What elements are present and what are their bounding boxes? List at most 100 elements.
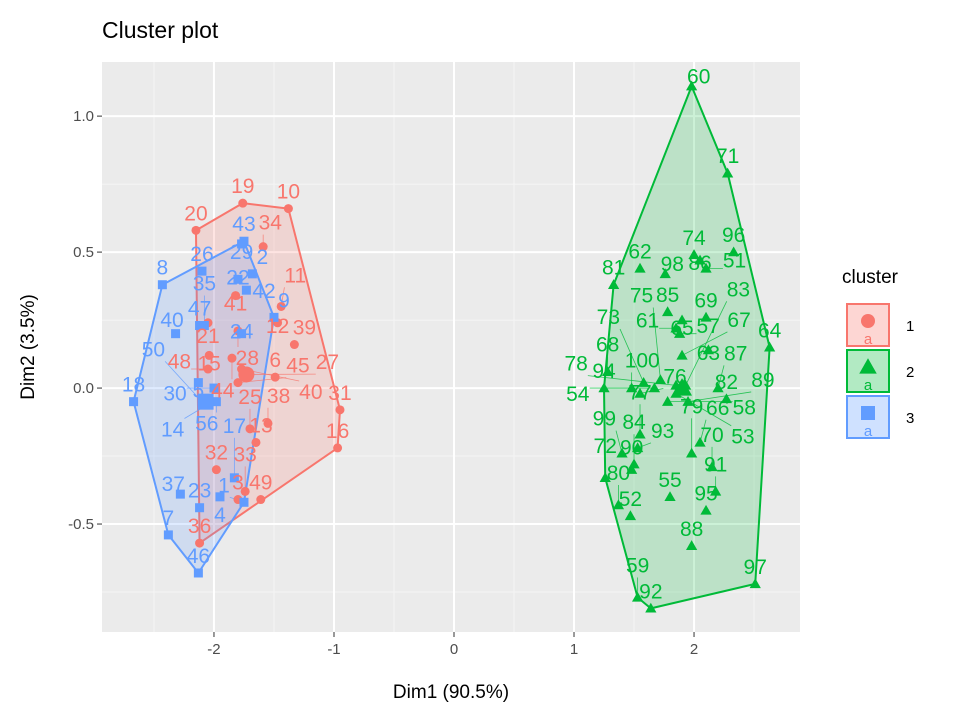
point-label: 19 [231, 175, 254, 198]
point-label: 93 [651, 420, 674, 443]
point-label: 36 [188, 515, 211, 538]
point-label: 53 [731, 426, 754, 449]
point-label: 7 [163, 507, 175, 530]
cluster-3-point [163, 530, 173, 540]
cluster-3-point [199, 321, 209, 331]
cluster-2-point [728, 246, 740, 257]
cluster-2-point [625, 382, 638, 393]
cluster-3-point [239, 497, 249, 507]
point-label: 49 [249, 472, 272, 495]
cluster-2-point [686, 447, 698, 458]
cluster-2-point [601, 366, 614, 376]
legend-circle-icon [861, 314, 875, 328]
cluster-2-centroid [672, 378, 693, 396]
cluster-2-point [686, 80, 698, 91]
cluster-3-point [195, 321, 205, 331]
point-label: 65 [670, 317, 693, 340]
point-label: 1 [218, 474, 230, 497]
point-label: 25 [238, 386, 261, 409]
cluster-1-point [240, 486, 250, 496]
legend-item-1: a1 [846, 303, 914, 348]
point-label: 80 [607, 462, 630, 485]
point-label: 99 [593, 408, 616, 431]
cluster-2-point [648, 382, 661, 393]
cluster-1-point [227, 353, 237, 363]
cluster-1-point [263, 418, 273, 428]
cluster-2-point [674, 328, 686, 338]
point-label: 32 [205, 442, 228, 465]
cluster-2-point [720, 393, 733, 404]
cluster-1-point [231, 291, 241, 301]
point-label: 100 [625, 349, 660, 372]
point-label: 48 [168, 350, 191, 373]
cluster-2-point [634, 262, 646, 273]
point-label: 72 [594, 435, 617, 458]
point-label: 4 [214, 504, 226, 527]
cluster-2-point [749, 578, 761, 589]
cluster-3-point [233, 274, 243, 284]
cluster-3-centroid [197, 393, 214, 410]
point-label: 97 [744, 556, 767, 579]
cluster-3-point [195, 503, 205, 513]
point-label: 40 [299, 381, 322, 404]
point-label: 31 [328, 382, 351, 405]
point-label: 61 [636, 310, 659, 333]
legend-item-3: a3 [846, 395, 914, 440]
cluster-2-point [634, 387, 646, 398]
cluster-2-point [688, 249, 700, 260]
point-label: 13 [249, 414, 272, 437]
point-label: 73 [597, 306, 620, 329]
cluster-1-point [283, 204, 293, 214]
cluster-2-point [712, 382, 724, 393]
point-label: 37 [162, 473, 185, 496]
point-label: 88 [680, 518, 703, 541]
label-leader-line [164, 361, 203, 402]
label-leader-line [652, 307, 661, 380]
point-label: 84 [622, 411, 646, 434]
cluster-1-point [289, 340, 299, 350]
point-label: 38 [267, 385, 290, 408]
y-axis-title: Dim2 (3.5%) [18, 294, 39, 400]
point-label: 54 [566, 383, 590, 406]
point-label: 98 [661, 253, 684, 276]
point-label: 16 [326, 420, 349, 443]
chart-title: Cluster plot [102, 17, 219, 43]
cluster-3-point [229, 473, 239, 483]
point-label: 58 [733, 397, 756, 420]
x-tick-label: -1 [327, 641, 340, 658]
cluster-2-point [637, 377, 650, 387]
point-label: 41 [224, 293, 247, 316]
point-label: 28 [236, 347, 259, 370]
point-label: 81 [602, 257, 625, 280]
cluster-points [129, 80, 776, 613]
cluster-3-point [237, 329, 247, 339]
cluster-1-point [251, 437, 261, 447]
point-label: 76 [663, 366, 686, 389]
point-label: 33 [233, 443, 256, 466]
cluster-3-point [211, 397, 221, 407]
point-label: 39 [293, 317, 316, 340]
x-tick-label: 1 [570, 641, 578, 658]
point-label: 26 [190, 243, 213, 266]
point-label: 92 [639, 580, 662, 603]
y-tick-label: 1.0 [73, 108, 94, 125]
cluster-2-point [625, 464, 638, 474]
point-label: 71 [716, 145, 739, 168]
point-label: 62 [628, 240, 651, 263]
cluster-3-point [129, 397, 139, 407]
point-label: 24 [230, 321, 254, 344]
point-label: 44 [211, 379, 235, 402]
point-label: 30 [163, 383, 186, 406]
cluster-2-point [645, 602, 657, 613]
cluster-2-point [764, 341, 776, 352]
cluster-1-point [191, 225, 201, 235]
point-label: 95 [694, 482, 717, 505]
point-label: 85 [656, 284, 679, 307]
x-tick-label: 0 [450, 641, 458, 658]
cluster-1-point [233, 378, 243, 388]
cluster-1-point [258, 242, 268, 252]
label-leader-line [681, 331, 728, 356]
cluster-2-point [607, 279, 620, 289]
point-label: 42 [252, 280, 275, 303]
